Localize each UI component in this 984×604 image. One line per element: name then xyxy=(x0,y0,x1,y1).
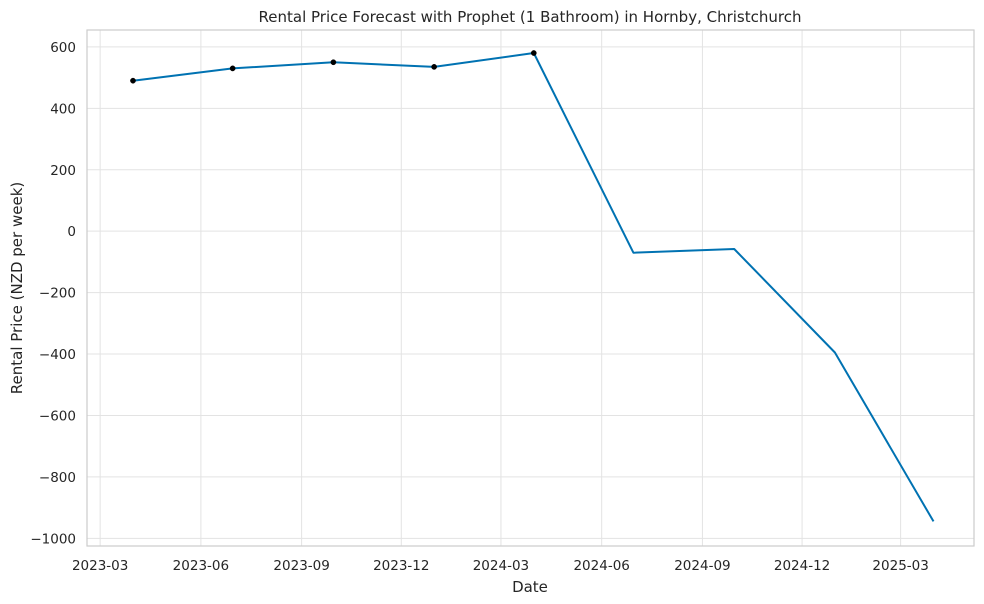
x-tick-label: 2024-06 xyxy=(573,558,629,574)
y-tick-label: 400 xyxy=(50,101,76,117)
series-layer xyxy=(130,50,935,522)
x-tick-label: 2023-09 xyxy=(273,558,329,574)
x-tick-label: 2024-03 xyxy=(473,558,529,574)
y-tick-label: −800 xyxy=(39,470,76,486)
x-tick-label: 2023-03 xyxy=(72,558,128,574)
plot-background xyxy=(87,30,974,546)
y-tick-label: −600 xyxy=(39,408,76,424)
observed-point xyxy=(530,50,537,56)
x-axis-ticks: 2023-03 2023-06 2023-09 2023-12 2024-03 2024-… xyxy=(72,558,929,574)
y-axis-ticks: 600 400 200 0 −200 −400 −600 −800 −1000 xyxy=(30,40,76,547)
x-tick-label: 2025-03 xyxy=(872,558,928,574)
y-tick-label: 200 xyxy=(50,163,76,179)
y-axis-label: Rental Price (NZD per week) xyxy=(8,182,26,394)
grid-lines xyxy=(87,30,974,546)
plot-frame xyxy=(86,29,975,547)
x-axis-label: Date xyxy=(512,578,548,596)
observed-point xyxy=(130,77,136,84)
y-tick-label: −200 xyxy=(39,286,76,302)
chart-title: Rental Price Forecast with Prophet (1 Ba… xyxy=(259,8,802,26)
x-tick-label: 2023-06 xyxy=(173,558,229,574)
y-tick-label: −1000 xyxy=(30,531,76,547)
x-tick-label: 2023-12 xyxy=(373,558,429,574)
y-tick-label: 600 xyxy=(50,40,76,56)
x-tick-label: 2024-09 xyxy=(674,558,730,574)
observed-point xyxy=(431,64,437,70)
y-tick-label: 0 xyxy=(67,224,76,240)
x-tick-label: 2024-12 xyxy=(774,558,830,574)
y-tick-label: −400 xyxy=(39,347,76,363)
observed-point xyxy=(330,59,337,66)
observed-point xyxy=(229,65,236,72)
